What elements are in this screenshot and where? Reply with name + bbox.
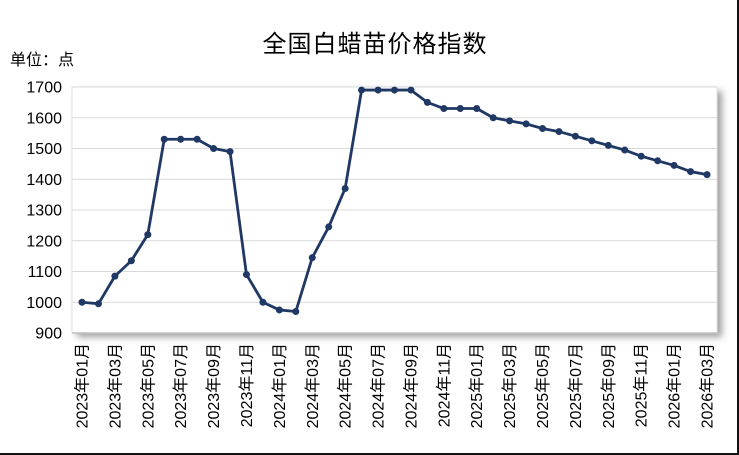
data-point-marker — [226, 148, 234, 156]
data-point-marker — [391, 86, 398, 94]
data-point-marker — [193, 135, 201, 143]
data-point-marker — [144, 231, 152, 239]
x-tick-label: 2024年11月 — [435, 343, 453, 427]
x-tick-label: 2025年11月 — [633, 343, 651, 427]
data-point-marker — [687, 168, 695, 176]
x-tick-label: 2024年07月 — [370, 343, 388, 428]
y-tick-label: 1600 — [26, 110, 62, 127]
data-point-marker — [522, 120, 530, 128]
data-point-marker — [177, 135, 185, 143]
x-tick-label: 2025年09月 — [600, 343, 618, 428]
x-tick-label: 2023年05月 — [139, 343, 157, 428]
x-tick-label: 2023年01月 — [74, 343, 92, 428]
y-axis-unit-label: 单位：点 — [10, 52, 75, 69]
data-point-marker — [325, 223, 333, 231]
data-point-marker — [637, 152, 645, 160]
data-point-marker — [407, 86, 415, 94]
data-point-marker — [621, 146, 629, 154]
x-tick-label: 2024年01月 — [271, 343, 289, 428]
data-point-marker — [440, 105, 448, 113]
data-point-marker — [654, 157, 662, 165]
data-point-marker — [571, 132, 579, 140]
x-tick-label: 2023年09月 — [205, 343, 223, 428]
x-tick-label: 2023年11月 — [238, 343, 256, 427]
y-tick-label: 1400 — [26, 172, 62, 189]
data-point-marker — [111, 272, 119, 280]
x-tick-label: 2025年01月 — [468, 343, 486, 428]
data-point-marker — [210, 145, 218, 152]
x-tick-label: 2024年09月 — [402, 343, 420, 428]
data-point-marker — [374, 86, 382, 94]
data-point-marker — [473, 105, 481, 113]
data-point-marker — [703, 171, 711, 179]
data-point-marker — [456, 105, 464, 113]
data-point-marker — [275, 306, 283, 314]
data-point-marker — [489, 114, 497, 122]
data-point-marker — [78, 298, 86, 306]
x-tick-label: 2023年03月 — [106, 343, 124, 428]
y-tick-label: 1700 — [26, 80, 62, 97]
data-point-marker — [604, 141, 612, 149]
data-point-marker — [341, 184, 349, 192]
data-point-marker — [127, 257, 135, 265]
x-tick-label: 2026年03月 — [699, 343, 717, 428]
data-point-marker — [423, 98, 431, 106]
data-point-marker — [358, 86, 366, 94]
data-point-marker — [555, 128, 563, 136]
data-point-marker — [506, 117, 514, 125]
y-tick-label: 1100 — [28, 264, 63, 281]
data-point-marker — [539, 125, 547, 133]
y-tick-label: 900 — [35, 326, 62, 343]
x-tick-label: 2024年03月 — [304, 343, 322, 428]
x-tick-label: 2024年05月 — [337, 343, 355, 428]
x-tick-label: 2026年01月 — [666, 343, 684, 428]
y-tick-label: 1500 — [26, 141, 62, 158]
data-point-marker — [94, 300, 102, 308]
data-point-marker — [588, 137, 596, 145]
data-point-marker — [259, 298, 267, 306]
chart-title: 全国白蜡苗价格指数 — [262, 31, 488, 58]
data-point-marker — [308, 254, 316, 262]
y-tick-label: 1000 — [26, 295, 62, 312]
data-point-marker — [292, 307, 300, 315]
x-tick-label: 2023年07月 — [172, 343, 190, 428]
data-point-marker — [670, 161, 678, 169]
x-tick-label: 2025年03月 — [501, 343, 519, 428]
x-tick-label: 2025年05月 — [534, 343, 552, 428]
x-tick-label: 2025年07月 — [567, 343, 585, 428]
data-point-marker — [160, 135, 168, 143]
data-point-marker — [242, 271, 250, 279]
y-tick-label: 1200 — [26, 233, 62, 250]
y-tick-label: 1300 — [26, 203, 62, 220]
